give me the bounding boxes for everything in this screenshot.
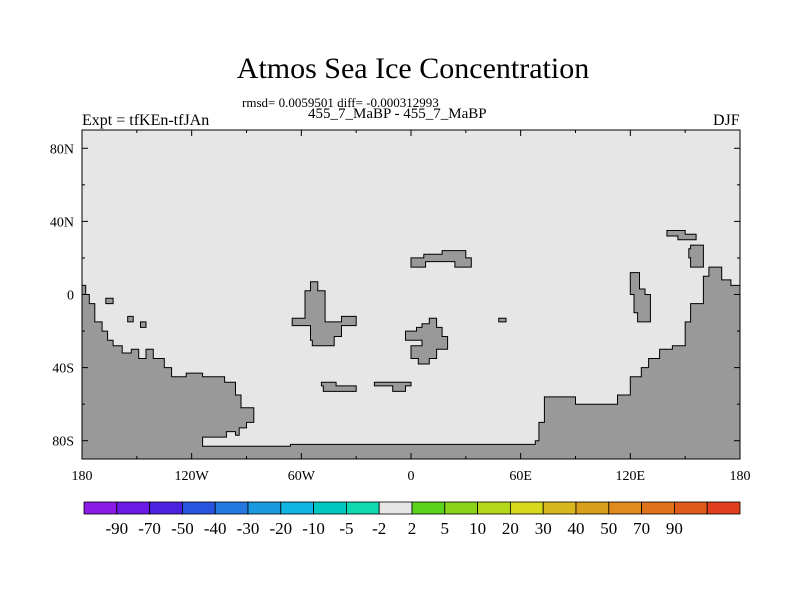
colorbar-swatch — [608, 501, 642, 515]
colorbar-swatch — [641, 501, 675, 515]
central-landmass-a — [291, 281, 357, 347]
colorbar-label: -2 — [372, 519, 386, 538]
colorbar-swatch — [706, 501, 741, 515]
colorbar-swatch — [444, 501, 478, 515]
colorbar-label: -90 — [105, 519, 128, 538]
colorbar-swatch — [214, 501, 249, 515]
colorbar-swatch — [313, 501, 347, 515]
colorbar-label: -20 — [269, 519, 292, 538]
island-3 — [140, 321, 147, 328]
map-plot: 180 120W 60W 0 60E 120E 180 80N 40N 0 40S 80S — [50, 129, 751, 484]
map-title: Atmos Sea Ice Concentration — [236, 52, 590, 85]
x-tick-label: 180 — [72, 469, 93, 484]
east-upper-island-c — [688, 244, 704, 268]
y-tick-label: 80S — [52, 435, 74, 450]
colorbar-label: 5 — [441, 519, 450, 538]
colorbar: -90 -70 -50 -40 -30 -20 -10 -5 -2 2 5 10 20 30 40 50 70 9… — [83, 501, 741, 538]
colorbar-swatch — [575, 501, 610, 515]
southern-island-2 — [373, 381, 412, 392]
y-tick-label: 40S — [52, 362, 74, 377]
colorbar-swatch — [149, 501, 183, 515]
y-tick-label: 0 — [67, 289, 74, 304]
colorbar-swatch — [378, 501, 413, 515]
colorbar-label: -10 — [302, 519, 325, 538]
x-tick-label: 120W — [175, 469, 210, 484]
colorbar-label: 2 — [408, 519, 417, 538]
colorbar-label: -70 — [138, 519, 161, 538]
north-central-landmass — [410, 250, 472, 268]
colorbar-swatch — [477, 501, 511, 515]
colorbar-label: -50 — [171, 519, 194, 538]
colorbar-label: 20 — [502, 519, 519, 538]
colorbar-swatch — [411, 501, 446, 515]
x-tick-label: 60E — [509, 469, 532, 484]
experiment-label: Expt = tfKEn-tfJAn — [82, 112, 210, 129]
colorbar-swatch — [116, 501, 151, 515]
colorbar-swatch — [83, 501, 118, 515]
east-upper-island-b — [666, 230, 697, 241]
colorbar-swatch — [542, 501, 577, 515]
x-tick-label: 0 — [408, 469, 415, 484]
colorbar-swatch — [674, 501, 708, 515]
map-subtitle: 455_7_MaBP - 455_7_MaBP — [308, 106, 487, 122]
y-tick-label: 40N — [50, 215, 74, 230]
colorbar-swatch — [280, 501, 314, 515]
colorbar-swatch — [181, 501, 216, 515]
colorbar-label: 70 — [633, 519, 650, 538]
x-tick-label: 60W — [288, 469, 316, 484]
x-tick-label: 120E — [616, 469, 646, 484]
small-island-east — [498, 317, 507, 323]
colorbar-label: 40 — [568, 519, 585, 538]
colorbar-label: 90 — [666, 519, 683, 538]
colorbar-swatch — [345, 501, 380, 515]
y-tick-label: 80N — [50, 142, 74, 157]
colorbar-swatch — [509, 501, 544, 515]
season-label: DJF — [713, 112, 740, 129]
colorbar-label: -5 — [339, 519, 353, 538]
colorbar-swatch — [247, 501, 282, 515]
central-landmass-b — [405, 317, 449, 365]
southern-island-1 — [320, 381, 357, 392]
colorbar-label: 30 — [535, 519, 552, 538]
statistics-text: rmsd= 0.0059501 diff= -0.000312993 — [242, 95, 439, 110]
colorbar-label: 50 — [600, 519, 617, 538]
island-2 — [127, 315, 134, 323]
west-land-mass — [81, 266, 741, 460]
colorbar-label: -30 — [237, 519, 260, 538]
colorbar-label: 10 — [469, 519, 486, 538]
x-tick-label: 180 — [730, 469, 751, 484]
colorbar-label: -40 — [204, 519, 227, 538]
east-upper-island-a — [629, 272, 651, 323]
island-1 — [105, 297, 114, 305]
